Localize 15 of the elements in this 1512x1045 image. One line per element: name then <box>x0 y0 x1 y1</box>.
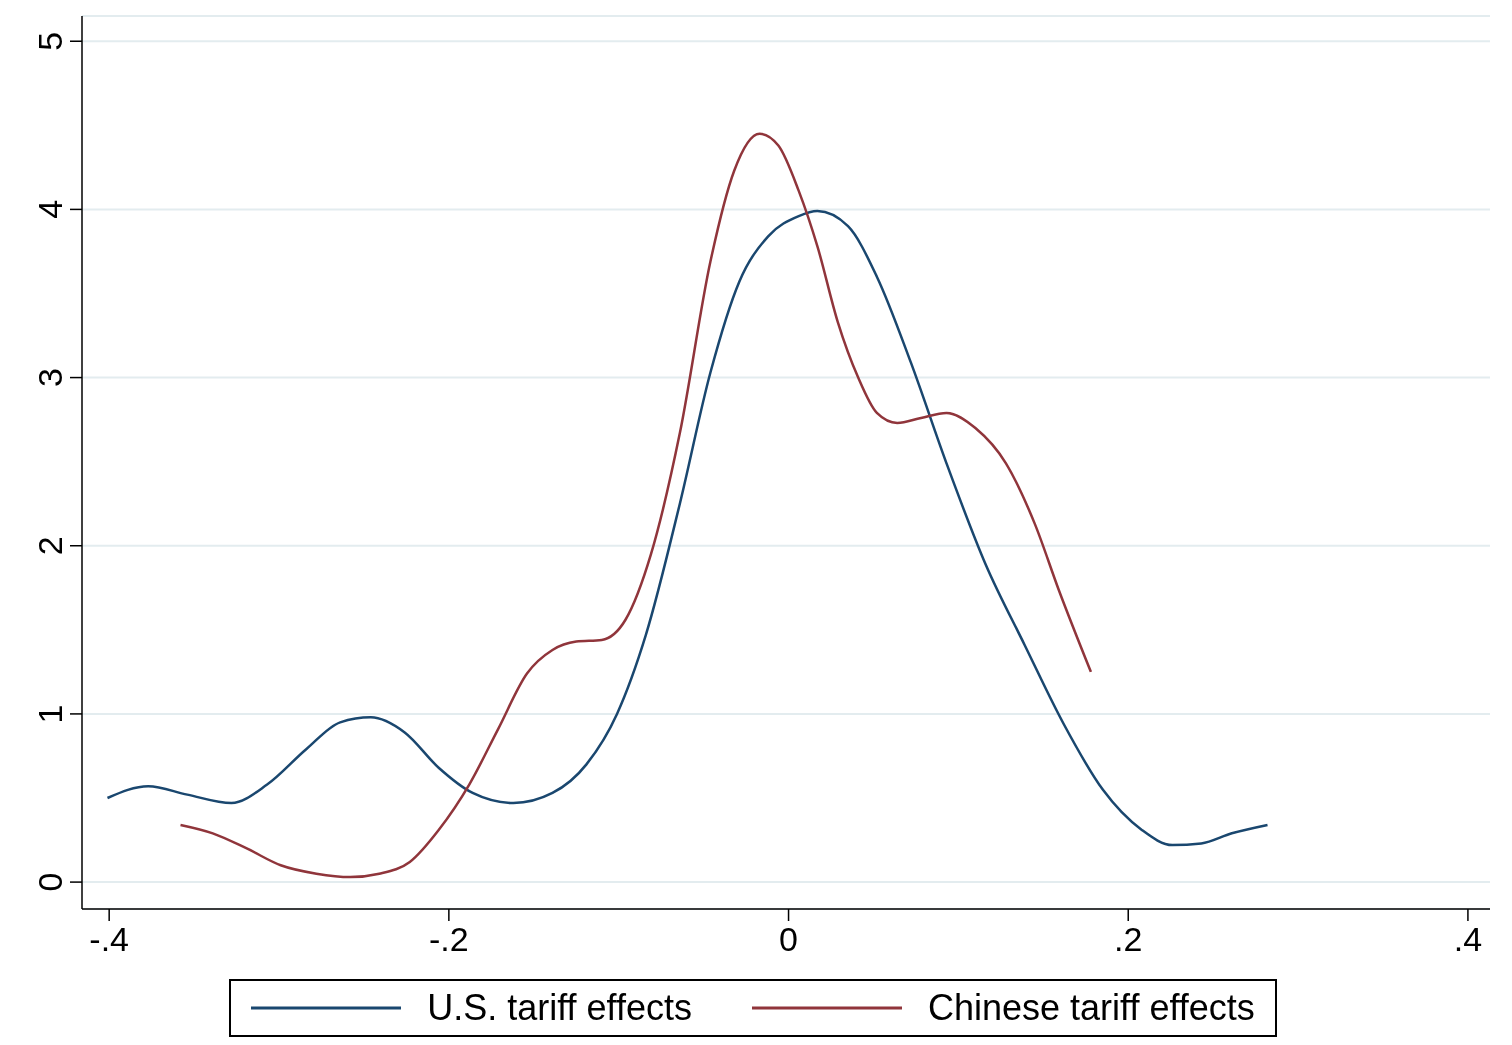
y-tick-label: 3 <box>31 368 69 388</box>
y-tick-label: 0 <box>31 872 69 892</box>
line-series <box>179 132 1093 879</box>
line-series <box>106 209 1269 847</box>
y-tick-label: 4 <box>31 199 69 219</box>
x-tick-label: .4 <box>1453 920 1483 959</box>
x-tick-label: 0 <box>779 920 799 959</box>
legend-label: Chinese tariff effects <box>927 987 1255 1029</box>
x-tick-label: -.2 <box>429 920 469 959</box>
y-tick-label: 5 <box>31 31 69 51</box>
y-tick-label: 2 <box>31 536 69 556</box>
y-tick-label: 1 <box>31 704 69 724</box>
x-tick-label: .2 <box>1114 920 1143 959</box>
legend-label: U.S. tariff effects <box>427 987 692 1029</box>
x-tick-label: -.4 <box>89 920 130 959</box>
